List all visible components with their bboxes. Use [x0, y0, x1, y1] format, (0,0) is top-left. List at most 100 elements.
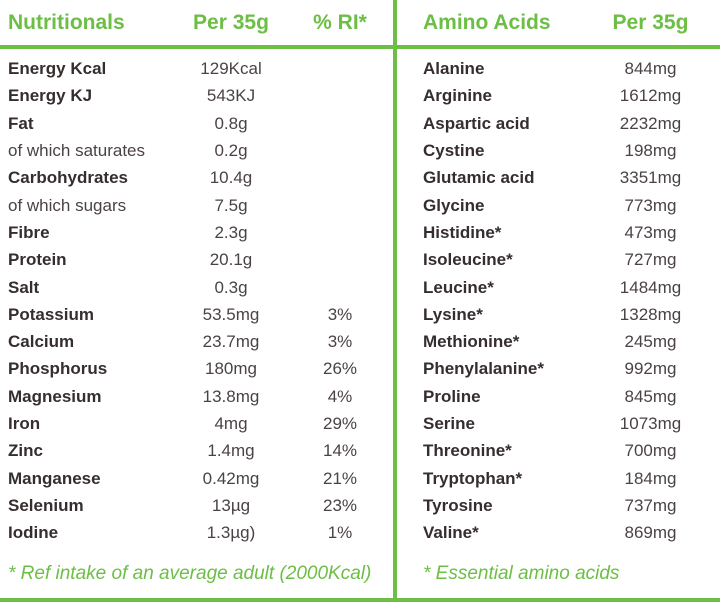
nutrient-name: Carbohydrates: [8, 168, 128, 188]
table-row: Lysine* 1328mg: [423, 301, 715, 328]
nutrient-name: Zinc: [8, 441, 43, 461]
amino-acid-value: 727mg: [624, 250, 677, 270]
table-row: Methionine* 245mg: [423, 328, 715, 355]
nutrient-name: Iodine: [8, 523, 59, 543]
table-row: Energy Kcal 129Kcal: [8, 55, 386, 82]
nutrient-value: 129Kcal: [200, 59, 262, 79]
nutritionals-col-per35g: Per 35g: [193, 11, 269, 34]
table-row: Histidine* 473mg: [423, 219, 715, 246]
nutrient-ri-percent: 26%: [322, 359, 358, 379]
table-row: Valine* 869mg: [423, 519, 715, 546]
amino-acid-value: 773mg: [624, 195, 677, 215]
table-row: Threonine* 700mg: [423, 437, 715, 464]
amino-acid-name: Aspartic acid: [423, 113, 530, 133]
bottom-border-line: [0, 598, 720, 602]
nutrient-value: 1.4mg: [207, 441, 255, 461]
amino-acid-name: Proline: [423, 386, 481, 406]
nutrient-name: of which sugars: [8, 195, 127, 215]
amino-acid-name: Serine: [423, 414, 475, 433]
nutrient-name: Magnesium: [8, 386, 102, 406]
amino-acid-name: Arginine: [423, 86, 492, 106]
essential-footnote: * Essential amino acids: [423, 563, 620, 584]
nutrient-ri-percent: 3%: [327, 304, 353, 324]
table-row: of which saturates 0.2g: [8, 137, 386, 164]
table-row: Serine 1073mg: [423, 410, 715, 437]
nutrient-value: 23.7mg: [202, 332, 260, 352]
table-row: Phosphorus 180mg 26%: [8, 355, 386, 382]
nutrient-value: 0.8g: [214, 113, 248, 133]
table-row: Calcium 23.7mg 3%: [8, 328, 386, 355]
table-row: Glutamic acid 3351mg: [423, 164, 715, 191]
nutritionals-header-row: Nutritionals Per 35g % RI*: [8, 0, 386, 45]
amino-acid-name: Glutamic acid: [423, 168, 535, 188]
nutrient-name: Iron: [8, 414, 41, 433]
table-row: Alanine 844mg: [423, 55, 715, 82]
table-row: Proline 845mg: [423, 383, 715, 410]
amino-acid-name: Glycine: [423, 195, 485, 215]
nutrient-ri-percent: 4%: [327, 386, 353, 406]
ri-footnote: * Ref intake of an average adult (2000Kc…: [8, 563, 372, 584]
nutritionals-rows: Energy Kcal 129Kcal Energy KJ 543KJ Fat …: [8, 55, 386, 546]
amino-acids-header-row: Amino Acids Per 35g: [423, 0, 715, 45]
amino-acid-name: Tryptophan*: [423, 468, 523, 488]
table-row: of which sugars 7.5g: [8, 191, 386, 218]
amino-acid-value: 845mg: [624, 386, 677, 406]
nutrient-name: Energy KJ: [8, 86, 93, 106]
nutrient-name: Energy Kcal: [8, 59, 107, 79]
amino-acid-value: 2232mg: [619, 113, 682, 133]
amino-acid-name: Isoleucine*: [423, 250, 513, 270]
nutrient-value: 543KJ: [206, 86, 256, 106]
amino-acid-name: Alanine: [423, 59, 485, 79]
nutrient-value: 0.42mg: [202, 468, 260, 488]
table-row: Protein 20.1g: [8, 246, 386, 273]
amino-acid-name: Cystine: [423, 141, 485, 161]
nutritionals-table: Nutritionals Per 35g % RI* Energy Kcal 1…: [8, 0, 386, 609]
amino-acid-value: 1328mg: [619, 304, 682, 324]
header-underline: [0, 45, 720, 49]
table-row: Cystine 198mg: [423, 137, 715, 164]
amino-acid-value: 3351mg: [619, 168, 682, 188]
amino-acid-name: Lysine*: [423, 304, 483, 324]
amino-acids-col-per35g: Per 35g: [612, 11, 689, 34]
amino-acid-value: 1073mg: [619, 414, 682, 433]
table-row: Iodine 1.3µg) 1%: [8, 519, 386, 546]
table-row: Iron 4mg 29%: [8, 410, 386, 437]
amino-acids-table: Amino Acids Per 35g Alanine 844mg Argini…: [423, 0, 715, 609]
table-row: Leucine* 1484mg: [423, 273, 715, 300]
amino-acid-value: 844mg: [624, 59, 677, 79]
amino-acid-name: Methionine*: [423, 332, 520, 352]
nutrient-name: Fibre: [8, 222, 50, 242]
column-divider-line: [393, 0, 397, 602]
amino-acid-value: 245mg: [624, 332, 677, 352]
nutrient-value: 0.2g: [214, 141, 248, 161]
amino-acid-name: Tyrosine: [423, 495, 493, 515]
nutrient-value: 13µg: [211, 495, 251, 515]
nutrient-name: Potassium: [8, 304, 94, 324]
nutrient-value: 2.3g: [214, 222, 248, 242]
amino-acid-name: Threonine*: [423, 441, 512, 461]
amino-acid-value: 198mg: [624, 141, 677, 161]
table-row: Magnesium 13.8mg 4%: [8, 383, 386, 410]
nutrient-name: Salt: [8, 277, 40, 297]
nutrient-value: 180mg: [205, 359, 257, 379]
nutrient-value: 10.4g: [209, 168, 253, 188]
nutrient-value: 7.5g: [214, 195, 248, 215]
nutrient-name: of which saturates: [8, 141, 146, 161]
nutrient-value: 20.1g: [209, 250, 253, 270]
table-row: Salt 0.3g: [8, 273, 386, 300]
nutrient-name: Protein: [8, 250, 67, 270]
table-row: Carbohydrates 10.4g: [8, 164, 386, 191]
amino-acid-value: 869mg: [624, 523, 677, 543]
amino-acid-value: 992mg: [624, 359, 677, 379]
nutrient-value: 53.5mg: [202, 304, 260, 324]
amino-acid-value: 1612mg: [619, 86, 682, 106]
nutrient-ri-percent: 21%: [322, 468, 358, 488]
amino-acid-value: 1484mg: [619, 277, 682, 297]
amino-acid-value: 737mg: [624, 495, 677, 515]
table-row: Fibre 2.3g: [8, 219, 386, 246]
table-row: Tryptophan* 184mg: [423, 464, 715, 491]
nutrient-value: 4mg: [214, 414, 248, 433]
amino-acid-name: Leucine*: [423, 277, 494, 297]
table-row: Tyrosine 737mg: [423, 492, 715, 519]
amino-acid-value: 184mg: [624, 468, 677, 488]
